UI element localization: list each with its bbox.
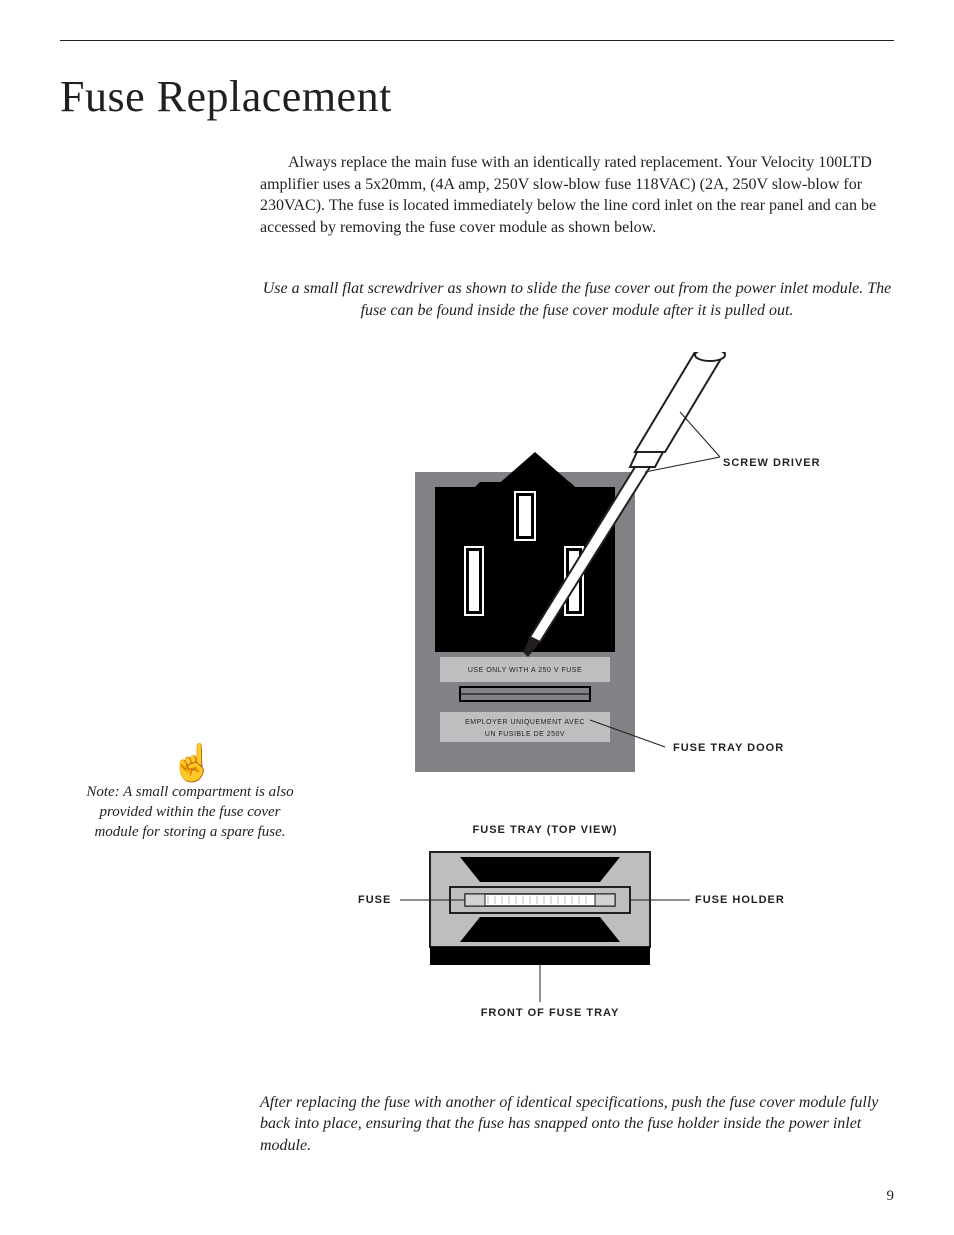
- diagram-area: USE ONLY WITH A 250 V FUSE EMPLOYER UNIQ…: [60, 352, 894, 1032]
- page-title: Fuse Replacement: [60, 71, 894, 122]
- label-fuse-holder: FUSE HOLDER: [695, 894, 785, 906]
- label-fuse-tray-top: Fuse Tray (Top View): [435, 824, 655, 836]
- label-front: FRONT OF FUSE TRAY: [440, 1007, 660, 1019]
- spare-fuse-note: Note: A small compartment is also provid…: [80, 782, 300, 843]
- label-fuse-tray-door: FUSE TRAY DOOR: [673, 742, 784, 754]
- inlet-text-en: USE ONLY WITH A 250 V FUSE: [468, 667, 582, 674]
- inlet-text-fr1: EMPLOYER UNIQUEMENT AVEC: [465, 719, 585, 726]
- power-inlet-diagram: USE ONLY WITH A 250 V FUSE EMPLOYER UNIQ…: [365, 352, 885, 792]
- label-fuse: FUSE: [358, 894, 391, 906]
- caption-top: Use a small flat screwdriver as shown to…: [260, 278, 894, 321]
- caption-bottom: After replacing the fuse with another of…: [260, 1092, 894, 1157]
- page-number: 9: [887, 1188, 895, 1205]
- label-screwdriver: SCREW DRIVER: [723, 457, 821, 469]
- inlet-text-fr2: UN FUSIBLE DE 250V: [485, 731, 565, 738]
- hand-icon: ☝: [170, 742, 215, 784]
- intro-paragraph: Always replace the main fuse with an ide…: [260, 152, 894, 238]
- top-rule: [60, 40, 894, 41]
